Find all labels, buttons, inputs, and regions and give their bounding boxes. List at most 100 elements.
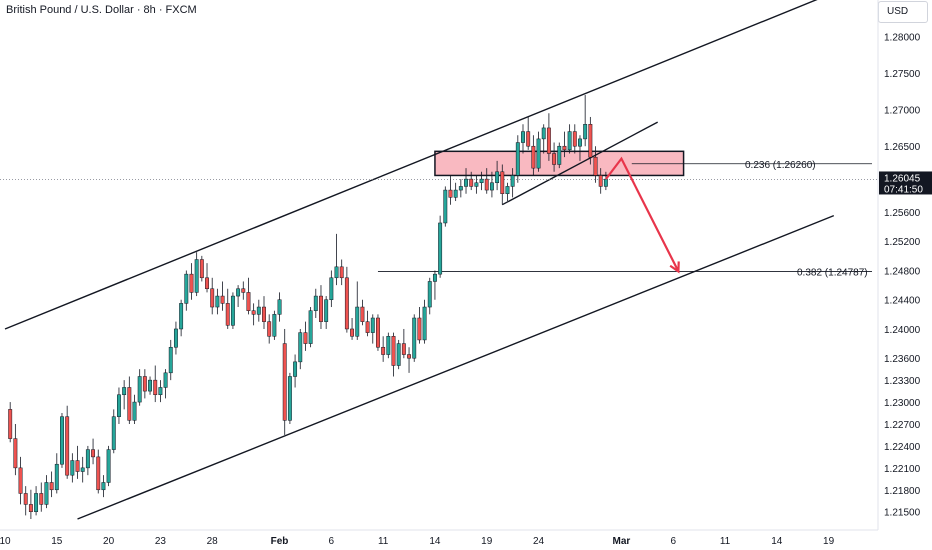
channel-upper-line[interactable] xyxy=(4,0,834,330)
candle[interactable] xyxy=(567,124,572,154)
candle[interactable] xyxy=(39,482,44,512)
candle[interactable] xyxy=(80,456,85,483)
candle[interactable] xyxy=(370,314,375,344)
candle[interactable] xyxy=(267,314,272,344)
candle[interactable] xyxy=(407,347,411,373)
candle[interactable] xyxy=(417,307,422,344)
candle[interactable] xyxy=(396,339,401,370)
candle[interactable] xyxy=(117,387,121,424)
candle[interactable] xyxy=(262,296,266,329)
candle[interactable] xyxy=(127,376,132,424)
candle[interactable] xyxy=(365,310,370,337)
inner-trend-line[interactable] xyxy=(501,121,659,206)
candle[interactable] xyxy=(256,299,261,322)
candle[interactable] xyxy=(111,409,116,454)
candle[interactable] xyxy=(541,124,546,154)
candle[interactable] xyxy=(13,424,18,476)
candle[interactable] xyxy=(23,486,28,516)
candle[interactable] xyxy=(324,296,329,329)
candle[interactable] xyxy=(236,285,241,308)
candle[interactable] xyxy=(572,124,577,154)
candle[interactable] xyxy=(287,372,292,424)
candle[interactable] xyxy=(132,394,137,424)
candle[interactable] xyxy=(18,456,23,505)
candle[interactable] xyxy=(313,288,318,318)
candle[interactable] xyxy=(401,328,406,359)
candle[interactable] xyxy=(489,171,494,198)
candle[interactable] xyxy=(220,281,225,311)
candle[interactable] xyxy=(593,146,598,183)
candle[interactable] xyxy=(479,171,484,191)
candle[interactable] xyxy=(65,405,70,479)
candle[interactable] xyxy=(339,259,344,286)
candle[interactable] xyxy=(282,328,287,435)
candle[interactable] xyxy=(412,314,417,362)
candle[interactable] xyxy=(241,281,246,300)
candle[interactable] xyxy=(376,314,380,351)
candle[interactable] xyxy=(598,168,603,194)
candle[interactable] xyxy=(500,164,505,205)
candle[interactable] xyxy=(158,380,163,403)
candle[interactable] xyxy=(308,307,313,348)
candle[interactable] xyxy=(173,321,178,355)
candle[interactable] xyxy=(91,438,96,465)
candle[interactable] xyxy=(474,175,479,194)
candle[interactable] xyxy=(70,453,75,483)
candle[interactable] xyxy=(432,270,437,300)
candle[interactable] xyxy=(578,135,582,161)
candle[interactable] xyxy=(60,413,64,468)
candle[interactable] xyxy=(495,160,500,191)
candle[interactable] xyxy=(44,475,49,509)
candle[interactable] xyxy=(588,116,593,165)
candle[interactable] xyxy=(515,135,520,183)
candle[interactable] xyxy=(448,175,453,205)
candle[interactable] xyxy=(438,215,443,278)
candle[interactable] xyxy=(303,321,308,351)
candle[interactable] xyxy=(510,168,515,198)
candle[interactable] xyxy=(75,445,80,479)
candle[interactable] xyxy=(142,369,147,399)
candle[interactable] xyxy=(391,332,396,377)
candle[interactable] xyxy=(484,168,489,194)
candle[interactable] xyxy=(469,171,474,191)
candle[interactable] xyxy=(360,299,365,326)
candle[interactable] xyxy=(334,233,339,286)
candle[interactable] xyxy=(427,277,432,315)
candle[interactable] xyxy=(230,292,235,329)
candle[interactable] xyxy=(85,445,90,476)
candle[interactable] xyxy=(137,369,142,406)
candle[interactable] xyxy=(272,310,277,340)
candle[interactable] xyxy=(277,292,282,322)
candle[interactable] xyxy=(319,285,323,329)
candle[interactable] xyxy=(8,402,13,443)
channel-lower-line[interactable] xyxy=(77,215,835,520)
candle[interactable] xyxy=(355,281,360,340)
candle[interactable] xyxy=(546,113,551,161)
candle[interactable] xyxy=(251,303,256,326)
candle[interactable] xyxy=(106,445,111,487)
candle[interactable] xyxy=(381,336,386,362)
candle[interactable] xyxy=(562,131,567,158)
candle[interactable] xyxy=(526,116,531,150)
candle[interactable] xyxy=(153,365,158,403)
candle[interactable] xyxy=(344,266,349,333)
candle[interactable] xyxy=(505,182,510,202)
candle[interactable] xyxy=(194,252,199,297)
candle[interactable] xyxy=(148,376,152,395)
candle[interactable] xyxy=(34,486,39,516)
projection-arrow[interactable] xyxy=(605,156,680,272)
candle[interactable] xyxy=(199,255,204,282)
candle[interactable] xyxy=(184,270,189,311)
candle[interactable] xyxy=(443,186,448,227)
candle[interactable] xyxy=(225,288,230,329)
candle[interactable] xyxy=(28,489,33,520)
candle[interactable] xyxy=(96,449,101,494)
candle[interactable] xyxy=(464,168,468,194)
candle[interactable] xyxy=(458,179,463,198)
candle[interactable] xyxy=(329,270,334,308)
candle[interactable] xyxy=(552,142,557,172)
candle[interactable] xyxy=(422,299,427,344)
candle[interactable] xyxy=(168,339,173,381)
candle[interactable] xyxy=(101,475,106,498)
